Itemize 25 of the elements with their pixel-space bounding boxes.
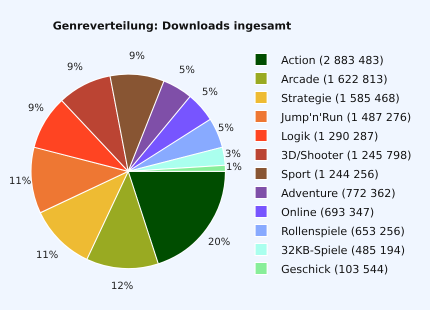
legend-label: Logik (1 290 287): [281, 130, 378, 143]
data-label: 5%: [202, 87, 218, 98]
legend-label: 32KB-Spiele (485 194): [281, 244, 406, 257]
legend-label: Jump'n'Run (1 487 276): [280, 110, 412, 124]
legend-label: Adventure (772 362): [281, 186, 396, 200]
legend-label: Geschick (103 544): [281, 262, 388, 276]
data-label: 20%: [208, 237, 230, 248]
data-label: 9%: [129, 51, 145, 62]
legend-label: Action (2 883 483): [281, 54, 384, 67]
legend-label: Online (693 347): [281, 206, 374, 219]
data-label: 3%: [225, 149, 241, 160]
legend-label: Arcade (1 622 813): [281, 72, 388, 86]
legend-label: Sport (1 244 256): [281, 168, 379, 181]
data-label: 12%: [111, 281, 134, 292]
data-label: 9%: [67, 62, 83, 73]
data-label: 5%: [179, 65, 195, 76]
legend-label: Strategie (1 585 468): [281, 92, 400, 105]
data-label: 5%: [218, 123, 234, 134]
legend-label: Rollenspiele (653 256): [281, 224, 405, 238]
data-label: 11%: [9, 176, 32, 187]
chart-title: Genreverteilung: Downloads ingesamt: [52, 19, 292, 32]
legend-label: 3D/Shooter (1 245 798): [281, 148, 412, 162]
data-label: 1%: [226, 162, 242, 173]
data-label: 9%: [28, 103, 44, 114]
data-label: 11%: [36, 250, 58, 261]
